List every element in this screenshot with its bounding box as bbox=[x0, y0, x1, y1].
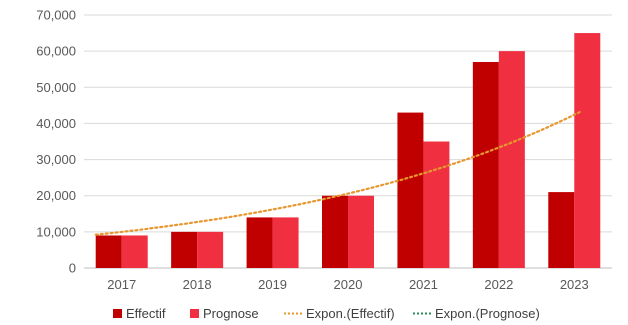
legend-expon-prognose-label: Expon.(Prognose) bbox=[435, 306, 540, 321]
bar-effectif-2019 bbox=[246, 217, 273, 268]
legend-expon-effectif-label: Expon.(Effectif) bbox=[306, 306, 395, 321]
bar-prognose-2018 bbox=[197, 231, 224, 268]
legend-effectif: Effectif bbox=[113, 306, 166, 321]
y-tick-label: 20,000 bbox=[36, 188, 76, 203]
bar-effectif-2018 bbox=[171, 231, 198, 268]
y-tick-label: 60,000 bbox=[36, 44, 76, 59]
legend-prognose-label: Prognose bbox=[203, 306, 259, 321]
bar-prognose-2020 bbox=[348, 195, 374, 268]
trendlines bbox=[94, 109, 584, 236]
x-tick-label: 2022 bbox=[484, 277, 513, 292]
y-tick-label: 10,000 bbox=[36, 224, 76, 239]
x-tick-label: 2017 bbox=[107, 277, 136, 292]
bar-prognose-2019 bbox=[272, 217, 299, 268]
x-tick-label: 2020 bbox=[334, 277, 363, 292]
legend-effectif-swatch bbox=[113, 309, 122, 318]
bar-prognose-2017 bbox=[121, 235, 148, 268]
bar-effectif-2022 bbox=[472, 61, 499, 268]
y-tick-label: 40,000 bbox=[36, 116, 76, 131]
x-tick-label: 2023 bbox=[560, 277, 589, 292]
y-tick-label: 0 bbox=[69, 261, 76, 276]
x-tick-label: 2021 bbox=[409, 277, 438, 292]
bar-prognose-2023 bbox=[574, 33, 601, 269]
trendline-expon-effectif bbox=[94, 109, 584, 236]
bar-effectif-2023 bbox=[548, 192, 575, 268]
x-tick-label: 2019 bbox=[258, 277, 287, 292]
legend: Effectif Prognose Expon.(Effectif) Expon.(P… bbox=[113, 306, 540, 321]
legend-expon-effectif: Expon.(Effectif) bbox=[284, 306, 395, 321]
y-axis-ticks: 0 10,000 20,000 30,000 40,000 50,000 60,000 70,… bbox=[36, 8, 76, 276]
x-tick-label: 2018 bbox=[183, 277, 212, 292]
x-axis-ticks: 2017 2018 2019 2020 2021 2022 2023 bbox=[107, 277, 588, 292]
legend-expon-prognose: Expon.(Prognose) bbox=[413, 306, 540, 321]
legend-effectif-label: Effectif bbox=[126, 306, 166, 321]
bar-effectif-2020 bbox=[322, 195, 348, 268]
bars bbox=[95, 33, 601, 269]
legend-prognose-swatch bbox=[190, 309, 199, 318]
legend-prognose: Prognose bbox=[190, 306, 259, 321]
y-tick-label: 50,000 bbox=[36, 80, 76, 95]
bar-effectif-2017 bbox=[95, 235, 122, 268]
y-tick-label: 70,000 bbox=[36, 8, 76, 23]
y-tick-label: 30,000 bbox=[36, 152, 76, 167]
bar-prognose-2022 bbox=[498, 51, 525, 269]
bar-effectif-2021 bbox=[397, 112, 424, 268]
bar-prognose-2021 bbox=[423, 141, 450, 268]
